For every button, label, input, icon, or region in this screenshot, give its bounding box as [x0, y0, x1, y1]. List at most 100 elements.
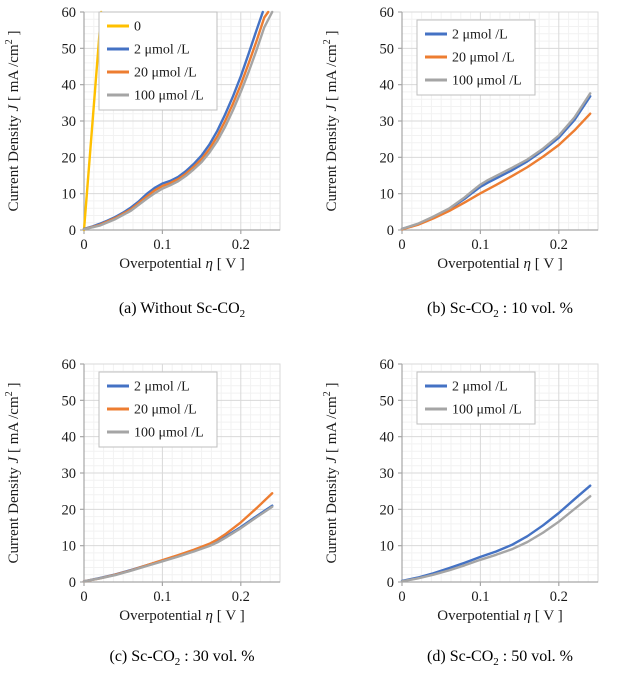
- caption-subscript: 2: [239, 308, 246, 321]
- y-tick-label: 10: [380, 539, 395, 555]
- y-tick-label: 30: [62, 114, 77, 130]
- y-tick-label: 30: [380, 466, 395, 482]
- legend-label: 2 μmol /L: [452, 380, 508, 395]
- y-tick-label: 40: [380, 430, 395, 446]
- legend-label: 20 μmol /L: [452, 51, 515, 66]
- axes: 0 10 20 30 40 50 60 0 0.1 0.2: [380, 357, 598, 605]
- y-tick-label: 0: [387, 575, 394, 591]
- caption-text: (a) Without Sc-CO: [118, 300, 240, 317]
- caption-subscript: 2: [493, 656, 499, 669]
- y-tick-label: 20: [62, 502, 77, 518]
- chart-b: 0 10 20 30 40 50 60 0 0.1 0.2 Current Density J [ …: [322, 5, 599, 272]
- series-line-gray: [82, 10, 274, 231]
- y-tick-label: 50: [380, 393, 395, 409]
- chart-c: 0 10 20 30 40 50 60 0 0.1 0.2 Current Density J [ …: [4, 357, 281, 624]
- caption-subscript: 2: [174, 656, 181, 669]
- legend-box: [98, 11, 218, 111]
- legend-label: 2 μmol /L: [134, 380, 190, 395]
- caption-text: : 30 vol. %: [180, 648, 255, 665]
- y-tick-label: 50: [62, 41, 77, 57]
- legend: 2 μmol /L 100 μmol /L: [416, 371, 536, 425]
- y-tick-label: 30: [380, 114, 395, 130]
- caption-text: (b) Sc-CO: [427, 300, 494, 317]
- y-tick-label: 20: [380, 150, 395, 166]
- x-axis-title: Overpotential η [ V ]: [119, 256, 245, 272]
- legend-label: 20 μmol /L: [134, 66, 197, 81]
- legend-label: 0: [134, 20, 141, 35]
- x-tick-label: 0.1: [153, 589, 171, 605]
- caption-text: (d) Sc-CO: [427, 648, 494, 665]
- y-tick-label: 10: [380, 187, 395, 203]
- legend-label: 100 μmol /L: [452, 403, 522, 418]
- y-tick-label: 50: [62, 393, 77, 409]
- series-line-gray: [400, 92, 592, 231]
- series-group: [82, 492, 274, 583]
- x-tick-label: 0.1: [471, 589, 489, 605]
- y-tick-label: 40: [380, 78, 395, 94]
- series-line-yellow: [82, 10, 103, 232]
- chart-caption: (c) Sc-CO2 : 30 vol. %: [74, 648, 290, 668]
- y-tick-label: 0: [69, 575, 76, 591]
- series-line-orange: [82, 492, 274, 583]
- y-tick-label: 50: [380, 41, 395, 57]
- x-tick-label: 0: [398, 237, 405, 253]
- x-tick-label: 0.2: [550, 237, 568, 253]
- series-line-gray: [400, 495, 592, 583]
- legend-box: [416, 371, 536, 425]
- y-axis-title: Current Density J [ mA /cm2 ]: [4, 31, 22, 212]
- y-tick-label: 0: [69, 223, 76, 239]
- legend-label: 2 μmol /L: [134, 43, 190, 58]
- series-group: [82, 10, 274, 232]
- series-line-orange: [400, 112, 592, 231]
- y-tick-label: 30: [62, 466, 77, 482]
- caption-subscript: 2: [493, 308, 499, 321]
- y-axis-title: Current Density J [ mA /cm2 ]: [4, 383, 22, 564]
- x-tick-label: 0.2: [232, 589, 250, 605]
- caption-text: (c) Sc-CO: [109, 648, 175, 665]
- chart-panel: 0 10 20 30 40 50 60 0 0.1 0.2 Current Density J [ …: [0, 340, 318, 680]
- series-line-orange: [82, 10, 270, 231]
- chart-caption: (d) Sc-CO2 : 50 vol. %: [392, 648, 608, 668]
- y-tick-label: 20: [380, 502, 395, 518]
- y-tick-label: 60: [62, 357, 77, 373]
- x-axis-title: Overpotential η [ V ]: [437, 256, 563, 272]
- series-line-gray: [82, 505, 274, 583]
- x-tick-label: 0.1: [471, 237, 489, 253]
- x-tick-label: 0: [80, 237, 87, 253]
- x-tick-label: 0.1: [153, 237, 171, 253]
- caption-text: : 50 vol. %: [498, 648, 573, 665]
- chart-caption: (b) Sc-CO2 : 10 vol. %: [392, 300, 608, 320]
- y-tick-label: 10: [62, 187, 77, 203]
- chart-a: 0 10 20 30 40 50 60 0 0.1 0.2 Current Density J [ …: [4, 5, 281, 272]
- chart-panel: 0 10 20 30 40 50 60 0 0.1 0.2 Current Density J [ …: [318, 0, 637, 340]
- x-tick-label: 0.2: [550, 589, 568, 605]
- legend: 2 μmol /L 20 μmol /L 100 μmol /L: [98, 371, 218, 448]
- y-tick-label: 0: [387, 223, 394, 239]
- y-axis-title: Current Density J [ mA /cm2 ]: [322, 383, 340, 564]
- y-tick-label: 40: [62, 430, 77, 446]
- y-tick-label: 10: [62, 539, 77, 555]
- axes: 0 10 20 30 40 50 60 0 0.1 0.2: [380, 5, 598, 253]
- series-line-blue: [400, 484, 592, 583]
- y-tick-label: 40: [62, 78, 77, 94]
- y-tick-label: 60: [380, 5, 395, 21]
- legend: 0 2 μmol /L 20 μmol /L 100 μmol /L: [98, 11, 218, 111]
- legend-label: 2 μmol /L: [452, 28, 508, 43]
- legend-label: 100 μmol /L: [452, 74, 522, 89]
- series-line-blue: [400, 95, 592, 231]
- x-tick-label: 0: [398, 589, 405, 605]
- legend-label: 100 μmol /L: [134, 89, 204, 104]
- legend-label: 100 μmol /L: [134, 426, 204, 441]
- legend: 2 μmol /L 20 μmol /L 100 μmol /L: [416, 19, 536, 96]
- x-tick-label: 0.2: [232, 237, 250, 253]
- x-axis-title: Overpotential η [ V ]: [437, 608, 563, 624]
- y-tick-label: 60: [62, 5, 77, 21]
- chart-caption: (a) Without Sc-CO2: [74, 300, 290, 320]
- y-tick-label: 60: [380, 357, 395, 373]
- legend-label: 20 μmol /L: [134, 403, 197, 418]
- series-group: [400, 484, 592, 583]
- x-tick-label: 0: [80, 589, 87, 605]
- series-group: [400, 92, 592, 231]
- x-axis-title: Overpotential η [ V ]: [119, 608, 245, 624]
